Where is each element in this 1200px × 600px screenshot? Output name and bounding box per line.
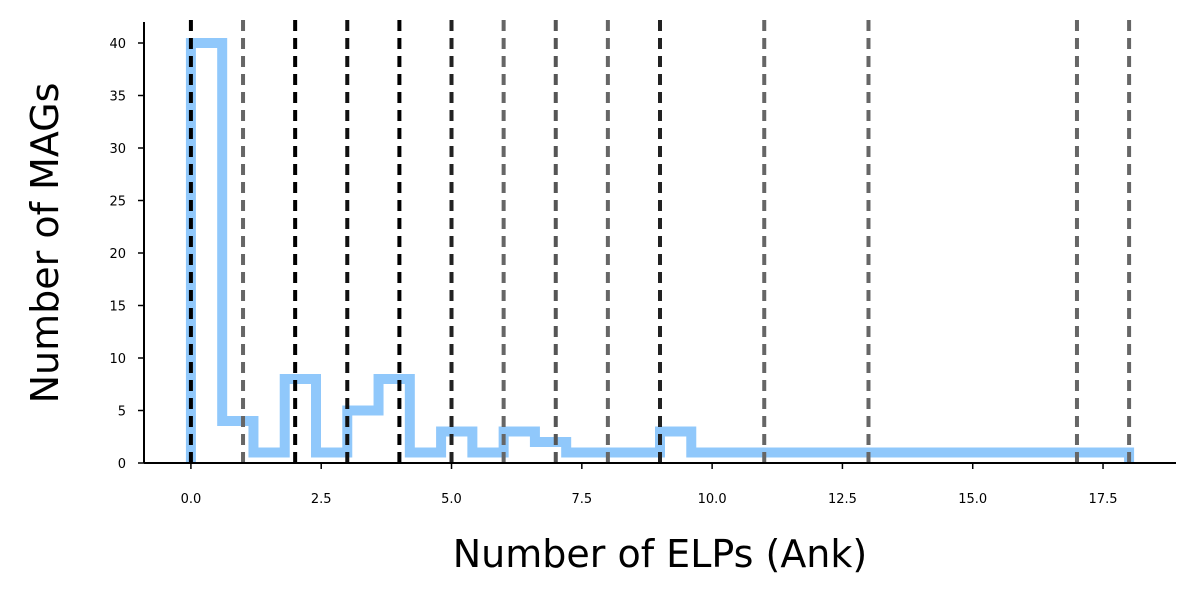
y-tick-label: 0: [118, 457, 126, 472]
x-tick-label: 15.0: [958, 492, 987, 507]
x-tick-label: 7.5: [571, 492, 592, 507]
y-tick-label: 15: [109, 300, 126, 315]
x-tick-label: 12.5: [828, 492, 857, 507]
y-tick-label: 20: [109, 247, 126, 262]
y-tick-label: 25: [109, 195, 126, 210]
y-tick-label: 40: [109, 37, 126, 52]
x-tick-label: 2.5: [311, 492, 332, 507]
y-axis-ticks: 0 5 10 15 20 25 30 35 40: [109, 37, 144, 472]
y-tick-label: 10: [109, 352, 126, 367]
x-tick-label: 17.5: [1089, 492, 1118, 507]
x-tick-label: 0.0: [181, 492, 202, 507]
x-tick-label: 5.0: [441, 492, 462, 507]
histogram-series: [185, 38, 1135, 463]
x-axis-title: Number of ELPs (Ank): [453, 532, 867, 576]
x-axis-ticks: 0.0 2.5 5.0 7.5 10.0 12.5 15.0 17.5: [181, 463, 1118, 507]
y-axis-title: Number of MAGs: [23, 83, 67, 404]
reference-lines: [188, 20, 1132, 463]
y-tick-label: 5: [118, 405, 126, 420]
y-tick-label: 30: [109, 142, 126, 157]
y-tick-label: 35: [109, 90, 126, 105]
x-tick-label: 10.0: [698, 492, 727, 507]
